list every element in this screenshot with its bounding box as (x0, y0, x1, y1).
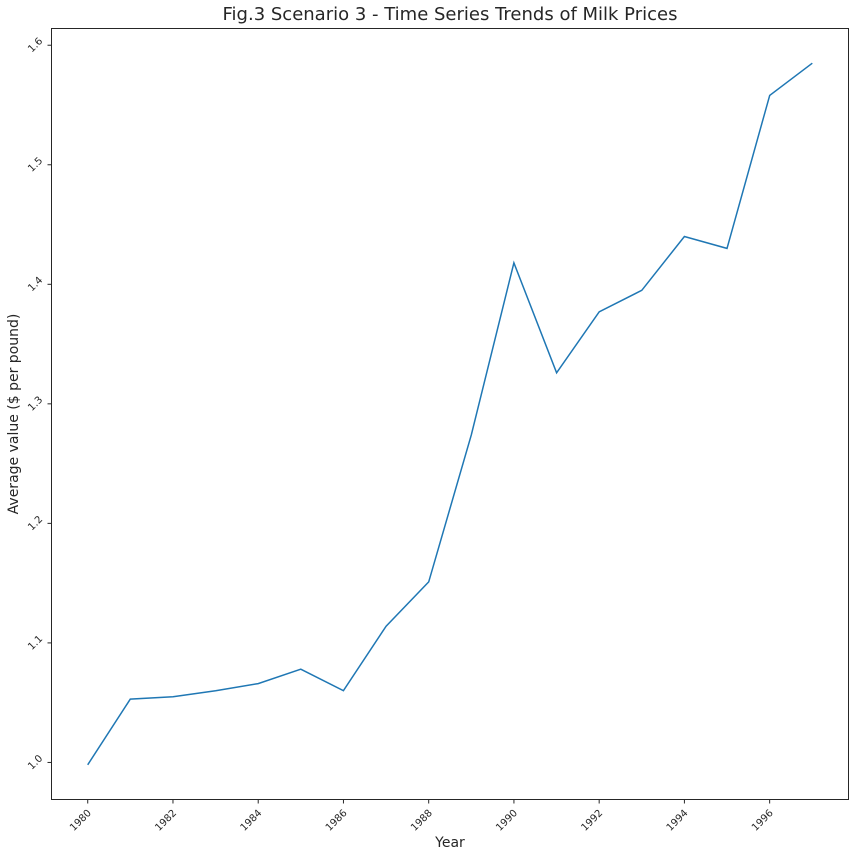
x-tick-label: 1984 (239, 808, 265, 834)
y-axis-label: Average value ($ per pound) (6, 314, 22, 515)
y-tick-label: 1.5 (26, 155, 45, 174)
y-tick-label: 1.4 (26, 275, 45, 294)
x-tick-label: 1996 (750, 808, 776, 834)
y-tick-label: 1.3 (26, 395, 45, 414)
chart-title: Fig.3 Scenario 3 - Time Series Trends of… (223, 4, 678, 25)
x-axis-label: Year (434, 835, 465, 851)
x-tick-label: 1982 (153, 808, 179, 834)
x-tick-label: 1988 (409, 808, 435, 834)
y-tick-label: 1.0 (26, 753, 45, 772)
y-tick-label: 1.1 (26, 634, 45, 653)
plot-frame (51, 28, 849, 800)
x-tick-label: 1990 (494, 808, 520, 834)
x-tick-label: 1992 (580, 808, 606, 834)
x-tick-label: 1980 (68, 808, 94, 834)
y-tick-label: 1.2 (26, 514, 45, 533)
x-tick-label: 1994 (665, 808, 691, 834)
series-line (87, 62, 813, 766)
y-tick-label: 1.6 (26, 36, 45, 55)
x-tick-label: 1986 (324, 808, 350, 834)
